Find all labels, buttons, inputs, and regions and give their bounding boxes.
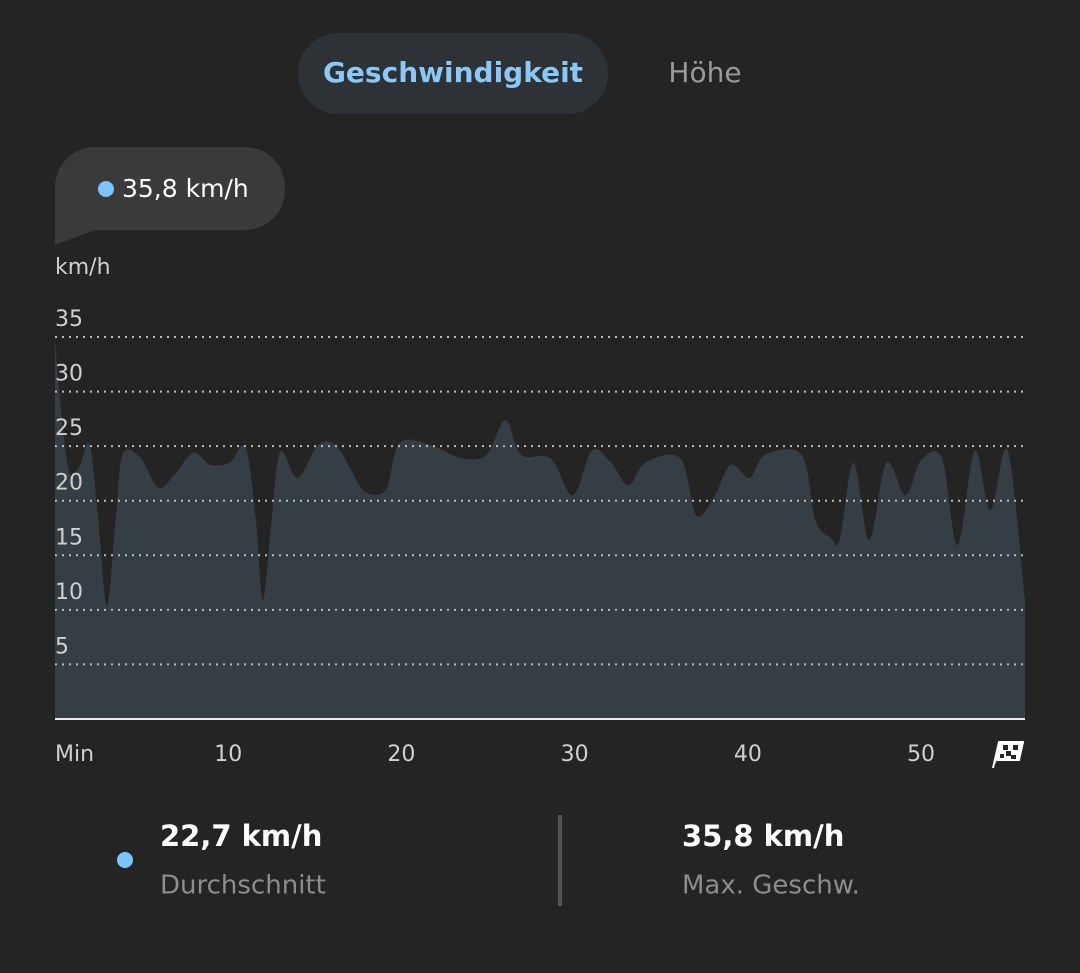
stat-label: Max. Geschw. [682, 871, 860, 901]
finish-flag [992, 741, 1025, 769]
speed-area [55, 340, 1025, 719]
y-tick-label: 25 [55, 416, 83, 441]
plot: 5 10 15 20 25 30 35 Min 10 20 30 40 50 [55, 307, 1025, 767]
stat-label: Durchschnitt [160, 871, 326, 901]
x-tick-label: 20 [387, 742, 415, 767]
stat-value: 22,7 km/h [160, 819, 322, 853]
x-tick-label: 50 [907, 742, 935, 767]
tab-label[interactable]: Höhe [668, 56, 741, 89]
tooltip-text: 35,8 km/h [122, 174, 249, 203]
y-tick-label: 5 [55, 634, 69, 659]
legend-dot [117, 852, 133, 868]
y-tick-label: 20 [55, 471, 83, 496]
tab-label[interactable]: Geschwindigkeit [323, 56, 583, 89]
x-tick-label: 30 [561, 742, 589, 767]
x-tick-label: 40 [734, 742, 762, 767]
active-tab[interactable] [298, 33, 608, 114]
x-tick-label: 10 [214, 742, 242, 767]
tooltip-bubble [55, 147, 285, 245]
y-axis-label: km/h [55, 255, 111, 280]
y-tick-label: 35 [55, 307, 83, 332]
y-tick-label: 15 [55, 525, 83, 550]
x-tick-label: Min [55, 742, 94, 767]
y-tick-label: 10 [55, 580, 83, 605]
y-tick-label: 30 [55, 362, 83, 387]
tooltip-dot [98, 181, 114, 197]
stat-value: 35,8 km/h [682, 819, 844, 853]
